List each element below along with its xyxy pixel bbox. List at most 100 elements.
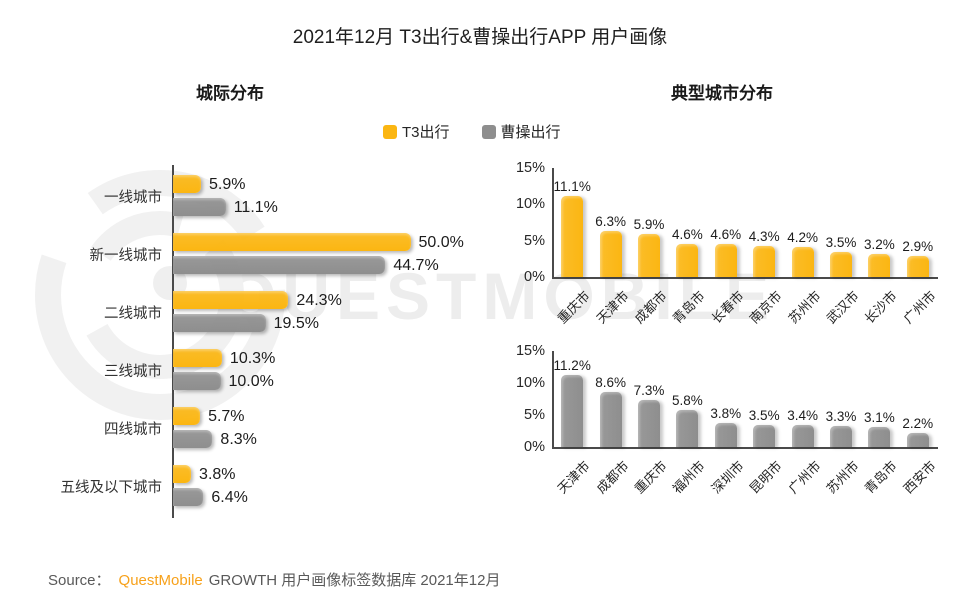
bar-value-label: 3.1% xyxy=(863,410,895,426)
y-axis-line xyxy=(172,165,174,518)
city-bar xyxy=(599,392,622,447)
legend-swatch-caocao-icon xyxy=(481,124,496,139)
section-title-city-tier: 城际分布 xyxy=(196,84,264,103)
bar-value-label: 3.5% xyxy=(748,407,780,423)
y-tick-label: 15% xyxy=(515,343,545,359)
y-axis-line xyxy=(552,351,554,448)
tier-category-label: 四线城市 xyxy=(104,422,162,438)
tier-value-label: 5.9% xyxy=(209,176,246,193)
tier-value-label: 10.3% xyxy=(229,350,276,367)
legend-label-t3: T3出行 xyxy=(402,124,450,141)
tier-bar-caocao xyxy=(173,430,213,448)
tier-bar-t3 xyxy=(173,291,289,309)
t3-typical-city-chart: 15% 10% 5% 0% 11.1% 重庆市 6.3% 天津市 5.9% 成都市 4.6% 青岛市 4… xyxy=(500,155,955,340)
x-axis-line xyxy=(552,447,938,449)
x-axis-line xyxy=(552,277,938,279)
city-bar xyxy=(753,424,776,447)
tier-bar-t3 xyxy=(173,233,411,251)
city-bar xyxy=(561,375,584,447)
tier-bar-t3 xyxy=(173,407,201,425)
city-bar xyxy=(906,255,929,277)
tier-value-label: 11.1% xyxy=(233,199,278,216)
y-tick-label: 10% xyxy=(515,375,545,391)
tier-bar-caocao xyxy=(173,198,226,216)
y-axis-line xyxy=(552,168,554,278)
tier-value-label: 8.3% xyxy=(220,431,257,448)
bar-value-label: 3.2% xyxy=(863,236,895,252)
city-tier-bar-chart: 一线城市 5.9% 11.1% 新一线城市 50.0% 44.7% 二线城市 24.3% 19.… xyxy=(40,160,480,545)
city-bar xyxy=(906,432,929,447)
tier-value-label: 50.0% xyxy=(418,234,464,251)
tier-bar-caocao xyxy=(173,488,204,506)
bar-value-label: 4.2% xyxy=(787,229,818,245)
bar-value-label: 5.9% xyxy=(633,217,665,233)
tier-value-label: 24.3% xyxy=(296,292,342,309)
tier-category-label: 五线及以下城市 xyxy=(60,480,163,496)
tier-category-label: 二线城市 xyxy=(104,306,162,322)
city-bar xyxy=(791,425,814,447)
tier-bar-t3 xyxy=(173,175,201,193)
legend-label-caocao: 曹操出行 xyxy=(500,124,561,141)
city-bar xyxy=(753,245,776,277)
bar-value-label: 4.3% xyxy=(748,228,780,244)
tier-value-label: 5.7% xyxy=(208,408,245,425)
bar-value-label: 3.5% xyxy=(825,234,857,250)
tier-value-label: 10.0% xyxy=(228,373,274,390)
tier-bar-t3 xyxy=(173,349,222,367)
y-tick-label: 5% xyxy=(524,232,545,249)
caocao-typical-city-chart: 15% 10% 5% 0% 11.2% 天津市 8.6% 成都市 7.3% 重庆市 5.8% 福州市 3… xyxy=(500,338,955,528)
bar-value-label: 4.6% xyxy=(671,226,703,242)
city-bar xyxy=(599,231,622,277)
city-bar xyxy=(638,400,660,447)
city-bar xyxy=(676,243,699,277)
city-bar xyxy=(791,246,814,277)
section-title-typical-cities: 典型城市分布 xyxy=(671,84,773,103)
city-bar xyxy=(830,425,852,447)
tier-category-label: 三线城市 xyxy=(104,364,162,380)
bar-value-label: 2.9% xyxy=(902,238,934,254)
bar-value-label: 3.4% xyxy=(787,408,818,424)
tier-value-label: 6.4% xyxy=(211,489,248,506)
source-prefix: Source： xyxy=(48,572,111,589)
page-title: 2021年12月 T3出行&曹操出行APP 用户画像 xyxy=(292,27,668,48)
legend-swatch-t3-icon xyxy=(383,124,397,139)
tier-category-label: 一线城市 xyxy=(104,190,162,206)
y-tick-label: 10% xyxy=(515,196,545,213)
city-bar xyxy=(638,234,660,277)
bar-value-label: 11.1% xyxy=(553,179,591,195)
source-line: Source： QuestMobile GROWTH 用户画像标签数据库 2021年… xyxy=(48,569,500,590)
city-bar xyxy=(676,409,699,447)
tier-category-label: 新一线城市 xyxy=(89,248,163,264)
tier-bar-caocao xyxy=(173,314,266,332)
tier-value-label: 44.7% xyxy=(393,257,439,274)
tier-bar-caocao xyxy=(173,372,221,390)
source-suffix: GROWTH 用户画像标签数据库 2021年12月 xyxy=(208,572,501,589)
legend-item-t3: T3出行 xyxy=(383,121,450,142)
tier-bar-caocao xyxy=(173,256,386,274)
y-tick-label: 0% xyxy=(524,269,545,285)
y-tick-label: 5% xyxy=(524,407,545,423)
bar-value-label: 4.6% xyxy=(710,226,742,242)
city-bar xyxy=(830,251,852,277)
bar-value-label: 6.3% xyxy=(595,214,626,230)
bar-value-label: 8.6% xyxy=(595,375,626,390)
bar-value-label: 3.8% xyxy=(710,405,742,421)
city-bar xyxy=(868,253,891,277)
city-bar xyxy=(868,427,891,447)
y-tick-label: 0% xyxy=(524,439,545,455)
city-bar xyxy=(561,196,584,277)
source-brand: QuestMobile xyxy=(118,572,203,589)
tier-value-label: 3.8% xyxy=(199,466,236,483)
city-bar xyxy=(714,243,737,277)
legend-item-caocao: 曹操出行 xyxy=(481,121,561,142)
bar-value-label: 2.2% xyxy=(902,415,934,431)
city-bar xyxy=(714,422,737,447)
bar-value-label: 5.8% xyxy=(671,392,703,408)
bar-value-label: 7.3% xyxy=(633,383,665,399)
tier-bar-t3 xyxy=(173,465,192,483)
chart-legend: T3出行 曹操出行 xyxy=(383,121,561,142)
tier-value-label: 19.5% xyxy=(273,315,319,332)
y-tick-label: 15% xyxy=(515,160,545,176)
bar-value-label: 3.3% xyxy=(825,408,857,424)
